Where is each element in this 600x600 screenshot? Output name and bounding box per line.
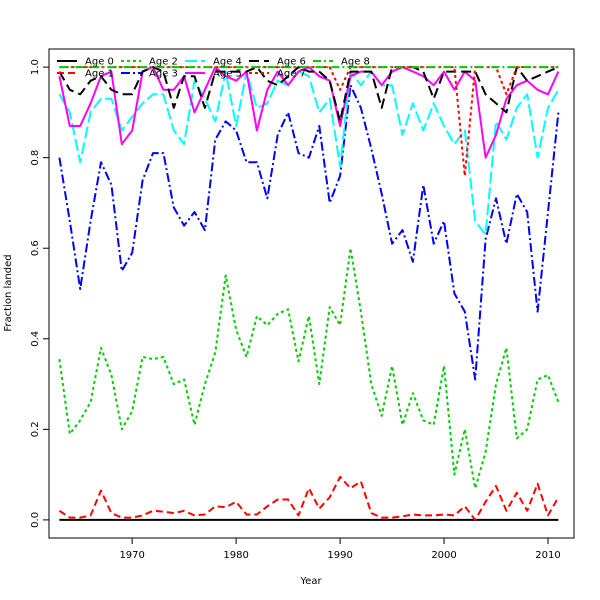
legend-label: Age 8 — [341, 57, 370, 68]
y-tick-label: 0.6 — [30, 240, 41, 256]
legend-label: Age 3 — [149, 69, 178, 80]
plot-frame — [48, 48, 575, 539]
y-tick-label: 0.0 — [30, 512, 41, 528]
y-tick-label: 0.2 — [30, 421, 41, 437]
series-layer — [58, 66, 560, 521]
x-axis-label: Year — [299, 576, 322, 587]
series-line-age-7 — [59, 66, 559, 177]
legend-label: Age 2 — [149, 57, 178, 68]
x-tick-label: 1990 — [327, 550, 352, 561]
x-axis: 1970 1980 1990 2000 2010 — [119, 538, 561, 561]
series-line-age-3 — [58, 84, 560, 381]
legend-label: Age 7 — [277, 69, 306, 80]
y-tick-label: 0.8 — [30, 150, 41, 166]
y-axis-label: Fraction landed — [3, 254, 14, 331]
legend-label: Age 6 — [277, 57, 306, 68]
y-axis: 0.0 0.2 0.4 0.6 0.8 1.0 — [30, 59, 49, 528]
y-tick-label: 0.4 — [30, 331, 41, 347]
series-line-age-6 — [58, 66, 559, 123]
legend-label: Age 0 — [85, 57, 114, 68]
series-line-age-4 — [58, 70, 560, 236]
y-tick-label: 1.0 — [30, 59, 41, 75]
legend-label: Age 1 — [85, 69, 114, 80]
x-tick-label: 1970 — [119, 550, 144, 561]
x-tick-label: 2000 — [431, 550, 456, 561]
series-line-age-1 — [58, 475, 560, 521]
legend-label: Age 5 — [213, 69, 242, 80]
x-tick-label: 2010 — [535, 550, 560, 561]
legend-label: Age 4 — [213, 57, 242, 68]
x-tick-label: 1980 — [223, 550, 248, 561]
